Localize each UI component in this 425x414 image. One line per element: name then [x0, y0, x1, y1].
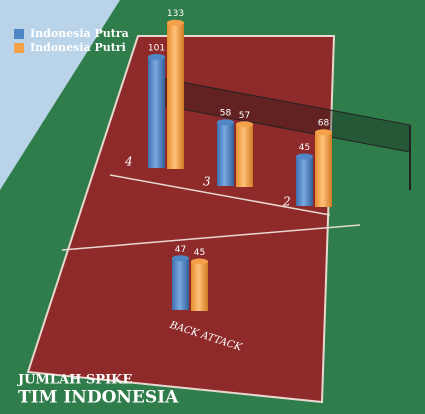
value-label: 101 [148, 43, 165, 53]
bar-cap [236, 121, 253, 128]
attack-line [109, 174, 331, 216]
value-label: 47 [175, 245, 186, 255]
court-line [61, 224, 361, 251]
chart-title: JUMLAH SPIKE [17, 373, 132, 388]
bar [167, 22, 184, 170]
bar [148, 56, 165, 168]
bar-cap [296, 153, 313, 160]
bar-cap [315, 129, 332, 136]
value-label: 45 [299, 143, 310, 153]
zone-label: 4 [124, 155, 133, 169]
zone-label: 3 [203, 175, 211, 189]
value-label: 68 [318, 119, 330, 129]
bar-cap [167, 19, 184, 26]
chart-subtitle: TIM INDONESIA [18, 388, 179, 408]
bar [236, 124, 253, 187]
value-label: 58 [220, 109, 232, 119]
zone-label: 2 [282, 195, 291, 209]
value-label: 57 [239, 111, 250, 121]
court [26, 35, 336, 404]
legend-swatch [14, 43, 24, 53]
bar [315, 132, 332, 207]
legend-label: Indonesia Putra [30, 27, 129, 40]
legend-label: Indonesia Putri [30, 41, 126, 54]
bar [296, 156, 313, 206]
bar [172, 258, 189, 310]
bar [217, 122, 234, 186]
legend-swatch [14, 29, 24, 39]
bar-cap [217, 119, 234, 126]
value-label: 45 [194, 248, 205, 258]
bar-cap [191, 258, 208, 265]
value-label: 133 [167, 9, 184, 19]
bar [191, 261, 208, 311]
bar-cap [172, 255, 189, 262]
bar-cap [148, 53, 165, 60]
